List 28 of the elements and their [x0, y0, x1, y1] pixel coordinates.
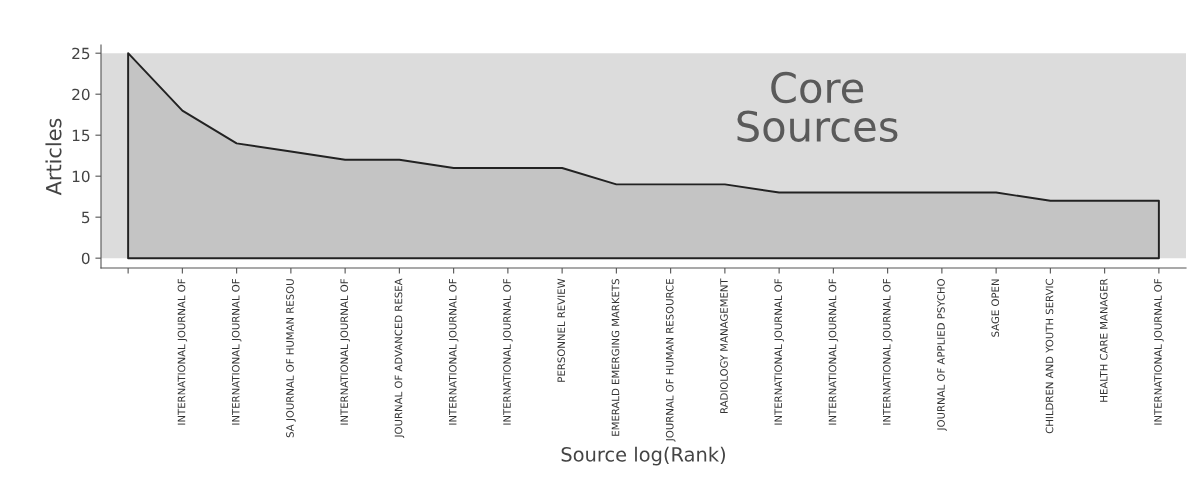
x-tick-label: JOURNAL OF HUMAN RESOURCE [665, 279, 676, 442]
x-tick-label: INTERNATIONAL JOURNAL OF [882, 279, 893, 425]
x-tick-label: INTERNATIONAL JOURNAL OF [503, 279, 513, 425]
y-tick-label: 10 [72, 170, 90, 183]
y-tick-label: 15 [72, 129, 90, 142]
x-tick-label: INTERNATIONAL JOURNAL OF [231, 279, 242, 425]
x-tick-label: INTERNATIONAL JOURNAL OF [828, 279, 839, 425]
y-axis-title: Articles [45, 118, 62, 196]
x-tick-label: SAGE OPEN [991, 279, 1000, 337]
x-tick-label: INTERNATIONAL JOURNAL OF [774, 279, 784, 425]
x-tick-label: INTERNATIONAL JOURNAL OF [177, 279, 188, 425]
x-tick-label: CHILDREN AND YOUTH SERVIC [1045, 278, 1054, 434]
y-tick-label: 0 [81, 252, 90, 265]
y-tick-label: 5 [82, 211, 90, 224]
x-tick-label: RADIOLOGY MANAGEMENT [720, 278, 728, 414]
x-tick-label: EMERALD EMERGING MARKETS [611, 278, 620, 436]
x-tick-label: SA JOURNAL OF HUMAN RESOU [286, 279, 296, 438]
x-tick-label: INTERNATIONAL JOURNAL OF [448, 279, 459, 425]
x-tick-label: JOURNAL OF ADVANCED RESEA [394, 278, 405, 438]
x-tick-label: HEALTH CARE MANAGER [1099, 278, 1108, 402]
band-label: Core Sources [737, 71, 898, 143]
x-axis-title: Source log(Rank) [561, 446, 725, 466]
y-tick-label: 20 [72, 88, 90, 101]
x-tick-label: PERSONNEL REVIEW [557, 278, 566, 382]
x-tick-label: INTERNATIONAL JOURNAL OF [340, 279, 350, 425]
x-tick-label: JOURNAL OF APPLIED PSYCHO [937, 278, 947, 431]
y-tick-label: 25 [72, 47, 90, 60]
x-tick-label: INTERNATIONAL JOURNAL OF [1154, 279, 1164, 425]
